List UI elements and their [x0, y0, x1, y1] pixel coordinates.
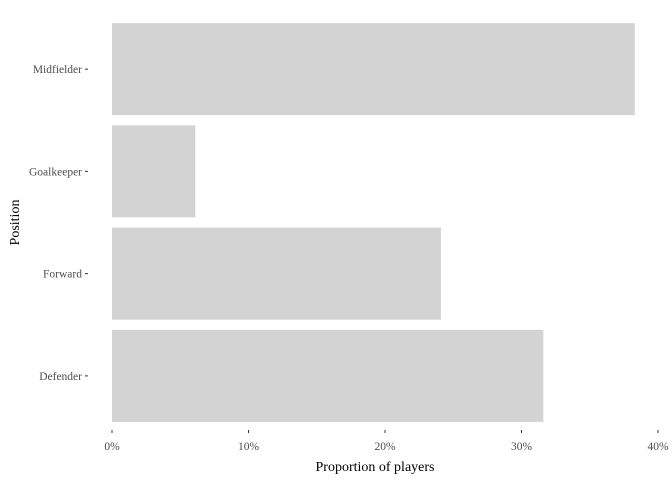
y-axis-title: Position — [8, 200, 23, 246]
x-tick-label-2: 20% — [374, 441, 396, 453]
y-tick-label-midfielder: Midfielder — [33, 64, 82, 76]
bar-defender — [112, 329, 544, 422]
x-axis: 0% 10% 20% 30% 40% — [104, 430, 669, 453]
x-tick-label-0: 0% — [104, 441, 120, 453]
bar-group — [112, 23, 635, 422]
x-tick-label-3: 30% — [511, 441, 533, 453]
bar-goalkeeper — [112, 125, 196, 218]
y-tick-label-defender: Defender — [39, 371, 82, 383]
y-axis: Defender Forward Goalkeeper Midfielder — [29, 64, 88, 383]
x-tick-label-4: 40% — [647, 441, 669, 453]
y-tick-label-forward: Forward — [43, 269, 82, 281]
bar-midfielder — [112, 23, 635, 116]
y-tick-label-goalkeeper: Goalkeeper — [29, 166, 82, 178]
bar-forward — [112, 227, 441, 320]
x-tick-label-1: 10% — [238, 441, 260, 453]
x-axis-title: Proportion of players — [316, 460, 435, 475]
